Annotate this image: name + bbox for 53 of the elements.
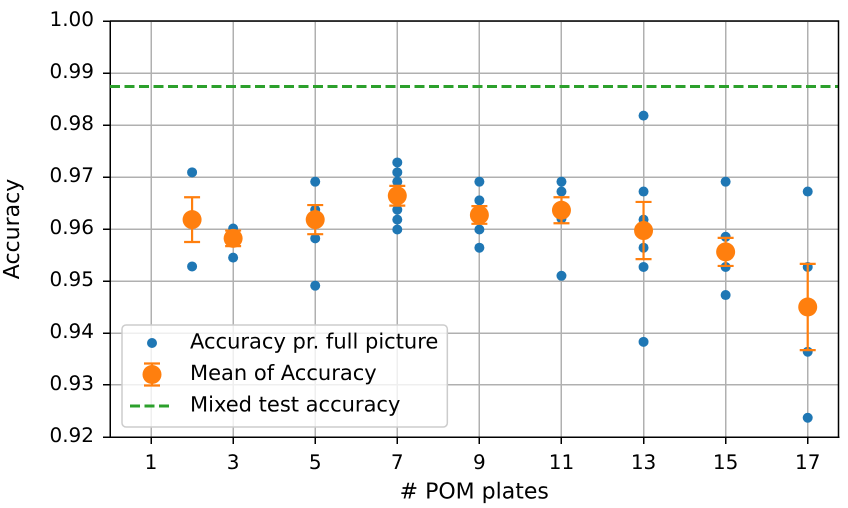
x-axis-title: # POM plates: [400, 480, 549, 505]
point: [638, 336, 649, 347]
point: [798, 298, 818, 316]
point: [716, 242, 736, 262]
point: [392, 224, 402, 235]
point: [392, 214, 402, 225]
point: [802, 186, 813, 197]
point: [556, 270, 566, 281]
x-tick-label: 17: [794, 450, 820, 474]
point: [556, 186, 566, 197]
point: [638, 186, 649, 197]
point: [310, 280, 320, 291]
point: [474, 195, 484, 206]
legend-label: Mixed test accuracy: [190, 392, 400, 416]
point: [474, 224, 484, 235]
legend-label: Accuracy pr. full picture: [190, 329, 438, 354]
point: [634, 221, 654, 240]
point: [474, 242, 484, 253]
y-tick-label: 0.95: [49, 267, 94, 292]
y-axis-title: Accuracy: [0, 178, 25, 280]
y-tick-label: 1.00: [49, 7, 94, 32]
y-tick-label: 0.93: [49, 371, 94, 396]
y-tick-label: 0.97: [49, 163, 94, 188]
x-tick-label: 11: [548, 450, 574, 474]
y-tick-label: 0.96: [49, 215, 94, 240]
point: [556, 176, 566, 187]
point: [720, 176, 731, 187]
point: [802, 412, 813, 423]
point: [638, 110, 649, 121]
point: [228, 252, 238, 263]
x-tick-label: 13: [630, 450, 656, 474]
point: [187, 261, 198, 272]
point: [392, 167, 402, 178]
y-tick-label: 0.98: [49, 111, 94, 136]
x-tick-label: 9: [473, 450, 486, 474]
x-tick-label: 1: [144, 450, 158, 474]
point: [638, 262, 649, 272]
x-tick-label: 3: [226, 450, 240, 474]
y-tick-label: 0.99: [49, 59, 94, 84]
x-tick-label: 7: [390, 450, 404, 474]
legend-label: Mean of Accuracy: [190, 360, 377, 385]
point: [182, 210, 202, 230]
point: [310, 176, 320, 187]
point: [720, 290, 731, 300]
x-tick-label: 15: [712, 450, 738, 474]
y-tick-label: 0.92: [49, 423, 94, 448]
point: [392, 157, 402, 168]
x-tick-label: 5: [308, 450, 322, 474]
point: [552, 200, 571, 220]
point: [187, 167, 198, 178]
y-tick-label: 0.94: [49, 319, 94, 344]
point: [474, 176, 484, 187]
point: [306, 210, 325, 230]
